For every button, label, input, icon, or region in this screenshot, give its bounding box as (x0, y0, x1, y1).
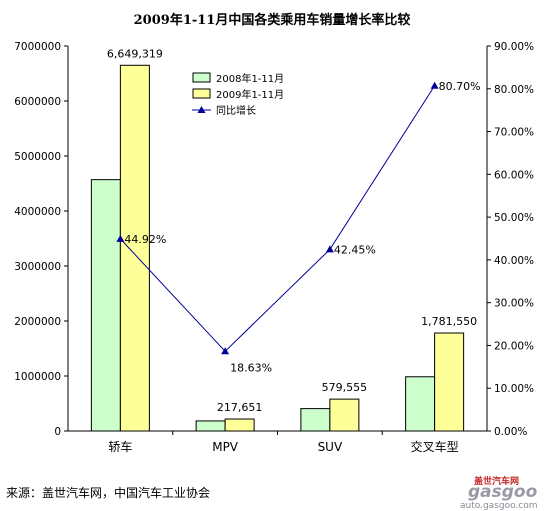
growth-value-label: 44.92% (124, 233, 166, 246)
bar (434, 332, 465, 432)
source-note: 来源：盖世汽车网，中国汽车工业协会 (6, 485, 210, 500)
chart-title: 2009年1-11月中国各类乘用车销量增长率比较 (134, 12, 411, 28)
y-right-tick-label: 90.00% (494, 41, 534, 53)
legend-marker (197, 106, 206, 113)
legend-label: 2009年1-11月 (216, 88, 284, 101)
watermark: 盖世汽车网 gasgoo auto.gasgoo.com (460, 475, 538, 511)
bar-value-label: 1,781,550 (421, 315, 477, 328)
legend-swatch (192, 88, 211, 99)
bars (90, 64, 465, 432)
x-category-label: 轿车 (108, 439, 132, 454)
watermark-logo: gasgoo (468, 482, 538, 502)
y-left-tick-label: 4000000 (14, 206, 61, 218)
y-left-tick-label: 6000000 (14, 96, 61, 108)
growth-point-marker (430, 81, 439, 89)
bar (405, 376, 436, 432)
bar (300, 408, 331, 432)
y-right-tick-label: 40.00% (494, 255, 534, 267)
legend-label: 2008年1-11月 (216, 72, 284, 85)
legend-label: 同比增长 (216, 104, 256, 117)
growth-value-label: 80.70% (439, 80, 481, 93)
y-right-tick-label: 80.00% (494, 84, 534, 96)
growth-line-path (120, 85, 436, 353)
y-left-tick-label: 3000000 (14, 261, 61, 273)
y-right-tick-label: 30.00% (494, 298, 534, 310)
y-left-tick-label: 2000000 (14, 316, 61, 328)
y-right-tick-label: 60.00% (494, 169, 534, 181)
y-right-tick-label: 10.00% (494, 383, 534, 395)
bar (329, 398, 360, 432)
x-category-label: MPV (212, 440, 239, 454)
legend-swatch (192, 72, 211, 83)
x-category-label: SUV (318, 440, 343, 454)
data-labels: 6,649,319 217,651 579,555 1,781,550 44.92% 18… (107, 47, 481, 414)
bar (119, 64, 150, 432)
y-left-tick-label: 7000000 (14, 41, 61, 53)
y-right-tick-label: 70.00% (494, 127, 534, 139)
y-right-tick-label: 20.00% (494, 340, 534, 352)
growth-point-marker (116, 234, 125, 242)
bar-value-label: 6,649,319 (107, 47, 163, 60)
y-left-tick-label: 5000000 (14, 151, 61, 163)
growth-value-label: 18.63% (230, 361, 272, 374)
y-left-tick-label: 0 (54, 426, 61, 438)
watermark-url: auto.gasgoo.com (460, 501, 538, 511)
y-left-tick-label: 1000000 (14, 371, 61, 383)
bar-value-label: 579,555 (322, 381, 368, 394)
axes: 0 1000000 2000000 3000000 4000000 5000000 6000… (14, 41, 534, 454)
x-category-label: 交叉车型 (411, 439, 459, 454)
bar-value-label: 217,651 (217, 401, 263, 414)
growth-point-marker (221, 347, 230, 355)
bar (195, 420, 226, 432)
bar (90, 179, 121, 432)
growth-value-label: 42.45% (334, 243, 376, 256)
y-right-tick-label: 0.00% (494, 426, 527, 438)
growth-line (116, 81, 439, 355)
y-right-tick-label: 50.00% (494, 212, 534, 224)
growth-point-marker (325, 245, 334, 253)
bar (224, 418, 255, 432)
watermark-brand: 盖世汽车网 (474, 475, 519, 487)
